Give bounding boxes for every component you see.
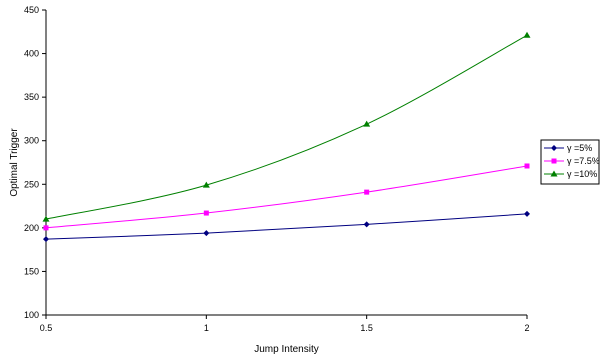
data-point bbox=[203, 230, 210, 237]
legend-item: γ =5% bbox=[544, 143, 592, 153]
data-point bbox=[364, 189, 370, 195]
y-tick-label: 400 bbox=[24, 49, 39, 59]
series-1 bbox=[43, 210, 530, 243]
legend: γ =5% γ =7.5% γ =10% bbox=[540, 139, 600, 185]
y-tick-label: 150 bbox=[24, 266, 39, 276]
y-tick-label: 250 bbox=[24, 179, 39, 189]
data-point bbox=[202, 181, 210, 188]
data-point bbox=[523, 31, 531, 38]
legend-marker bbox=[551, 158, 557, 164]
y-tick-label: 100 bbox=[24, 310, 39, 320]
y-tick-label: 450 bbox=[24, 5, 39, 15]
legend-marker bbox=[551, 145, 557, 151]
x-axis: 0.5 1 1.5 2 bbox=[40, 314, 530, 333]
series-line bbox=[45, 165, 528, 229]
y-tick-label: 350 bbox=[24, 92, 39, 102]
data-point bbox=[524, 210, 530, 217]
data-point bbox=[524, 163, 530, 169]
series-3 bbox=[42, 31, 531, 222]
x-tick-label: 1 bbox=[204, 323, 209, 333]
series-layer bbox=[42, 31, 531, 243]
data-point bbox=[203, 210, 209, 216]
y-tick-label: 300 bbox=[24, 136, 39, 146]
data-point bbox=[42, 215, 50, 222]
series-2 bbox=[43, 163, 530, 231]
legend-label: γ =10% bbox=[567, 169, 597, 179]
legend-box bbox=[540, 139, 600, 185]
legend-label: γ =5% bbox=[567, 143, 592, 153]
y-axis-label: Optimal Trigger bbox=[9, 128, 20, 197]
x-tick-label: 1.5 bbox=[360, 323, 373, 333]
y-tick-label: 200 bbox=[24, 223, 39, 233]
y-axis: 100 150 200 250 300 350 400 450 bbox=[24, 5, 47, 320]
legend-item: γ =10% bbox=[544, 169, 597, 179]
x-axis-label: Jump Intensity bbox=[254, 344, 318, 355]
x-tick-label: 2 bbox=[524, 323, 529, 333]
legend-label: γ =7.5% bbox=[567, 156, 600, 166]
series-line bbox=[45, 34, 528, 220]
series-line bbox=[45, 213, 528, 240]
legend-item: γ =7.5% bbox=[544, 156, 600, 166]
x-tick-label: 0.5 bbox=[40, 323, 53, 333]
data-point bbox=[43, 225, 49, 231]
data-point bbox=[363, 120, 371, 127]
data-point bbox=[363, 221, 370, 228]
data-point bbox=[43, 236, 49, 243]
legend-marker bbox=[550, 170, 558, 177]
